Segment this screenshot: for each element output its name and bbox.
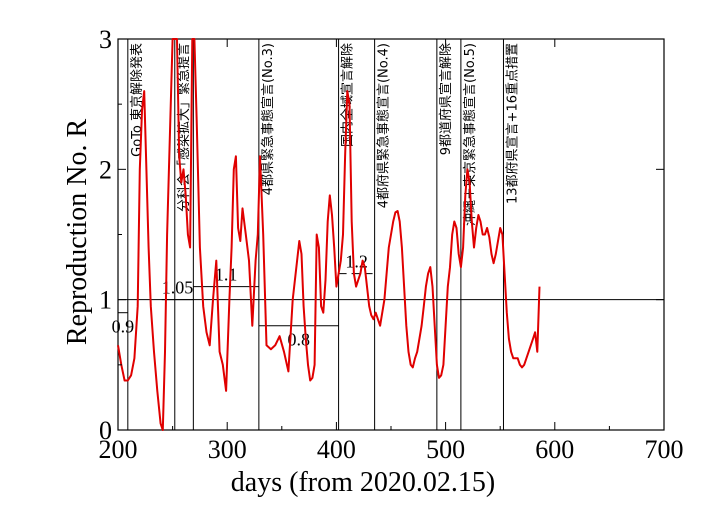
y-tick-label-2: 2 — [99, 155, 112, 184]
y-tick-label-0: 0 — [99, 416, 112, 445]
event-label-8: 13都府県宣言+16重点措置 — [504, 43, 520, 204]
series-group — [117, 38, 541, 431]
x-tick-label-1: 300 — [208, 435, 247, 464]
event-label-6: 9都道府県宣言解除 — [438, 43, 454, 155]
ticks-group: 200 300 400 500 600 700 0 1 2 3 — [99, 25, 684, 464]
step-level-label-1: 1.05 — [162, 278, 194, 298]
x-axis-label: days (from 2020.02.15) — [231, 467, 495, 498]
step-level-label-2: 1.1 — [215, 265, 238, 285]
event-lines-group: GoTo 東京解除発表 分科会「感染拡大」緊急提言 4都県緊急事態宣言(No.3) 国… — [127, 39, 520, 430]
x-tick-label-0: 200 — [99, 435, 138, 464]
series-line-0 — [117, 38, 541, 431]
event-label-3: 4都県緊急事態宣言(No.3) — [260, 43, 276, 195]
step-levels-group: 0.91.051.10.81.2 — [112, 252, 375, 350]
x-tick-label-2: 400 — [317, 435, 356, 464]
y-tick-label-3: 3 — [99, 25, 112, 54]
event-label-5: 4都府県緊急事態宣言(No.4) — [376, 43, 392, 208]
x-tick-label-3: 500 — [426, 435, 465, 464]
step-level-label-3: 0.8 — [287, 330, 310, 350]
y-tick-label-1: 1 — [99, 286, 112, 315]
x-tick-label-5: 700 — [645, 435, 684, 464]
step-level-label-0: 0.9 — [112, 317, 135, 337]
x-tick-label-4: 600 — [535, 435, 574, 464]
y-axis-label: Reproduction No. R — [62, 119, 93, 346]
